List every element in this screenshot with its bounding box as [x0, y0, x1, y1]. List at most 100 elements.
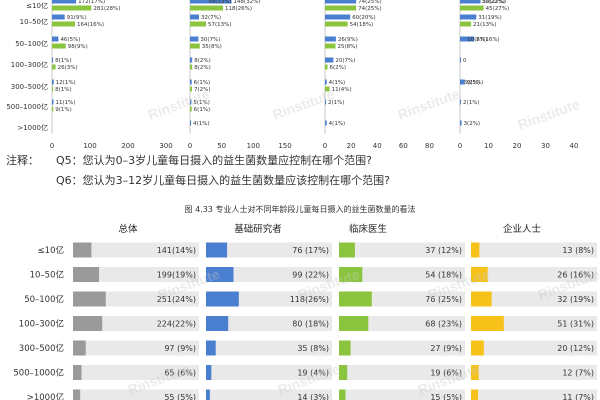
top-bar-label: 172(17%)	[78, 0, 105, 5]
watermark-logo: Rinstitute	[396, 86, 462, 123]
top-bar	[190, 106, 192, 112]
bar-value-label: 32 (19%)	[557, 295, 594, 304]
series-title-3: 企业人士	[503, 223, 542, 235]
bar-value-label: 19 (4%)	[297, 369, 329, 378]
top-bar-label: 7(2%)	[194, 87, 211, 93]
bar-track	[339, 267, 465, 282]
bar-value-label: 19 (6%)	[430, 369, 462, 378]
top-bar-label: 25(8%)	[338, 44, 358, 50]
series-title-2: 临床医生	[349, 223, 388, 235]
bar-2-6	[339, 389, 346, 400]
bar-2-1	[339, 267, 363, 282]
top-bar	[460, 57, 461, 63]
watermark-logo: Rinstitute	[146, 86, 212, 123]
top-bar-label: 37(22%)	[481, 0, 505, 5]
top-bar-label: 3(2%)	[464, 121, 481, 127]
bar-track	[339, 340, 465, 356]
bar-value-label: 35 (8%)	[297, 344, 329, 353]
top-bar-label: 6(1%)	[194, 107, 211, 113]
top-bar-label: 8(1%)	[55, 58, 72, 64]
bar-3-1	[471, 267, 488, 282]
bar-track	[471, 340, 597, 356]
top-bar	[52, 14, 65, 20]
top-category-label: ≤10亿	[26, 1, 48, 10]
bar-value-label: 118(26%)	[290, 295, 329, 304]
bar-value-label: 26 (16%)	[557, 271, 594, 280]
top-bar-label: 57(13%)	[208, 22, 232, 28]
top-bar	[52, 79, 54, 85]
top-bar	[52, 21, 75, 27]
top-bar-label: 31(19%)	[478, 15, 502, 21]
bar-3-6	[471, 389, 479, 400]
top-chart-q5-q6: ≤10亿 10–50亿 50–100亿 100–300亿 300–500亿 500–100…	[6, 0, 578, 150]
top-x-tick: 300	[159, 142, 172, 150]
bar-0-0	[73, 242, 92, 258]
bar-track	[73, 389, 199, 400]
top-bar-label: 148(32%)	[233, 0, 260, 5]
main-chart-figure-4-33: 总体 141(14%) 199(19%) 251(24%) 224(22%) 97 (9%…	[13, 223, 597, 400]
top-bar-label: 74(25%)	[358, 0, 382, 5]
top-x-tick: 200	[121, 142, 134, 150]
top-bar	[460, 120, 462, 126]
top-bar	[190, 79, 192, 85]
bar-track	[73, 267, 199, 282]
top-bar-label: 35(8%)	[202, 44, 222, 50]
top-category-label: 10–50亿	[20, 17, 48, 26]
top-bar	[325, 57, 334, 63]
top-bar-label: 8(2%)	[194, 65, 211, 71]
notes-block: 注释： Q5：您认为0–3岁儿童每日摄入的益生菌数量应控制在哪个范围? Q6：您…	[6, 153, 390, 187]
bar-value-label: 54 (18%)	[425, 271, 462, 280]
top-x-tick: 30	[541, 142, 550, 150]
bar-0-1	[73, 267, 99, 282]
top-bar-label: 39(22%)	[482, 0, 506, 5]
figure-caption: 图 4.33 专业人士对不同年龄段儿童每日摄入的益生菌数量的看法	[185, 204, 416, 214]
bar-track	[73, 365, 199, 380]
top-bar-label: 8(2%)	[194, 58, 211, 64]
top-bar-label: 4(1%)	[193, 121, 210, 127]
top-bar-label: 5(1%)	[193, 100, 210, 106]
bar-track	[73, 242, 199, 258]
top-bar	[52, 99, 54, 105]
top-bar-label: 54(18%)	[350, 22, 374, 28]
bar-value-label: 97 (9%)	[164, 344, 196, 353]
bar-value-label: 12 (7%)	[562, 369, 594, 378]
top-bar	[52, 106, 54, 112]
top-x-tick: 0	[50, 142, 54, 150]
bar-value-label: 27 (9%)	[430, 344, 462, 353]
top-bar-label: 32(7%)	[201, 15, 221, 21]
bar-value-label: 68 (23%)	[425, 320, 462, 329]
top-bar-label: 11(1%)	[56, 100, 76, 106]
top-bar-label: 98(9%)	[68, 44, 88, 50]
top-bar	[460, 21, 471, 27]
series-title-0: 总体	[118, 223, 138, 235]
top-category-label: 100–300亿	[11, 60, 48, 69]
bar-1-1	[206, 267, 234, 282]
top-bar-label: 2(1%)	[328, 100, 345, 106]
bar-track	[206, 365, 332, 380]
bar-value-label: 55 (5%)	[164, 393, 196, 400]
bar-3-5	[471, 365, 479, 380]
watermark-logo: Rinstitute	[271, 86, 337, 123]
top-bar	[190, 14, 199, 20]
top-bar-label: 281(28%)	[93, 6, 120, 12]
top-bar-label: 60(20%)	[352, 15, 376, 21]
top-bar-label: 12(1%)	[56, 80, 76, 86]
bar-2-2	[339, 291, 372, 307]
bar-1-6	[206, 389, 210, 400]
top-x-tick: 0	[323, 142, 327, 150]
top-bar	[190, 64, 193, 70]
top-category-label: 50–100亿	[15, 39, 48, 48]
bar-value-label: 15 (5%)	[430, 393, 462, 400]
note-label: 注释：	[6, 153, 39, 167]
bar-1-4	[206, 340, 216, 356]
bar-value-label: 65 (6%)	[164, 369, 196, 378]
bar-track	[471, 267, 597, 282]
top-bar	[325, 0, 357, 4]
top-x-tick: 0	[188, 142, 192, 150]
top-bar-label: 9(1%)	[55, 107, 72, 113]
bar-2-3	[339, 316, 369, 331]
category-label: >1000亿	[27, 392, 64, 400]
top-bar-label: 3(2%)	[464, 80, 481, 86]
top-bar-label: 46(5%)	[60, 37, 80, 43]
